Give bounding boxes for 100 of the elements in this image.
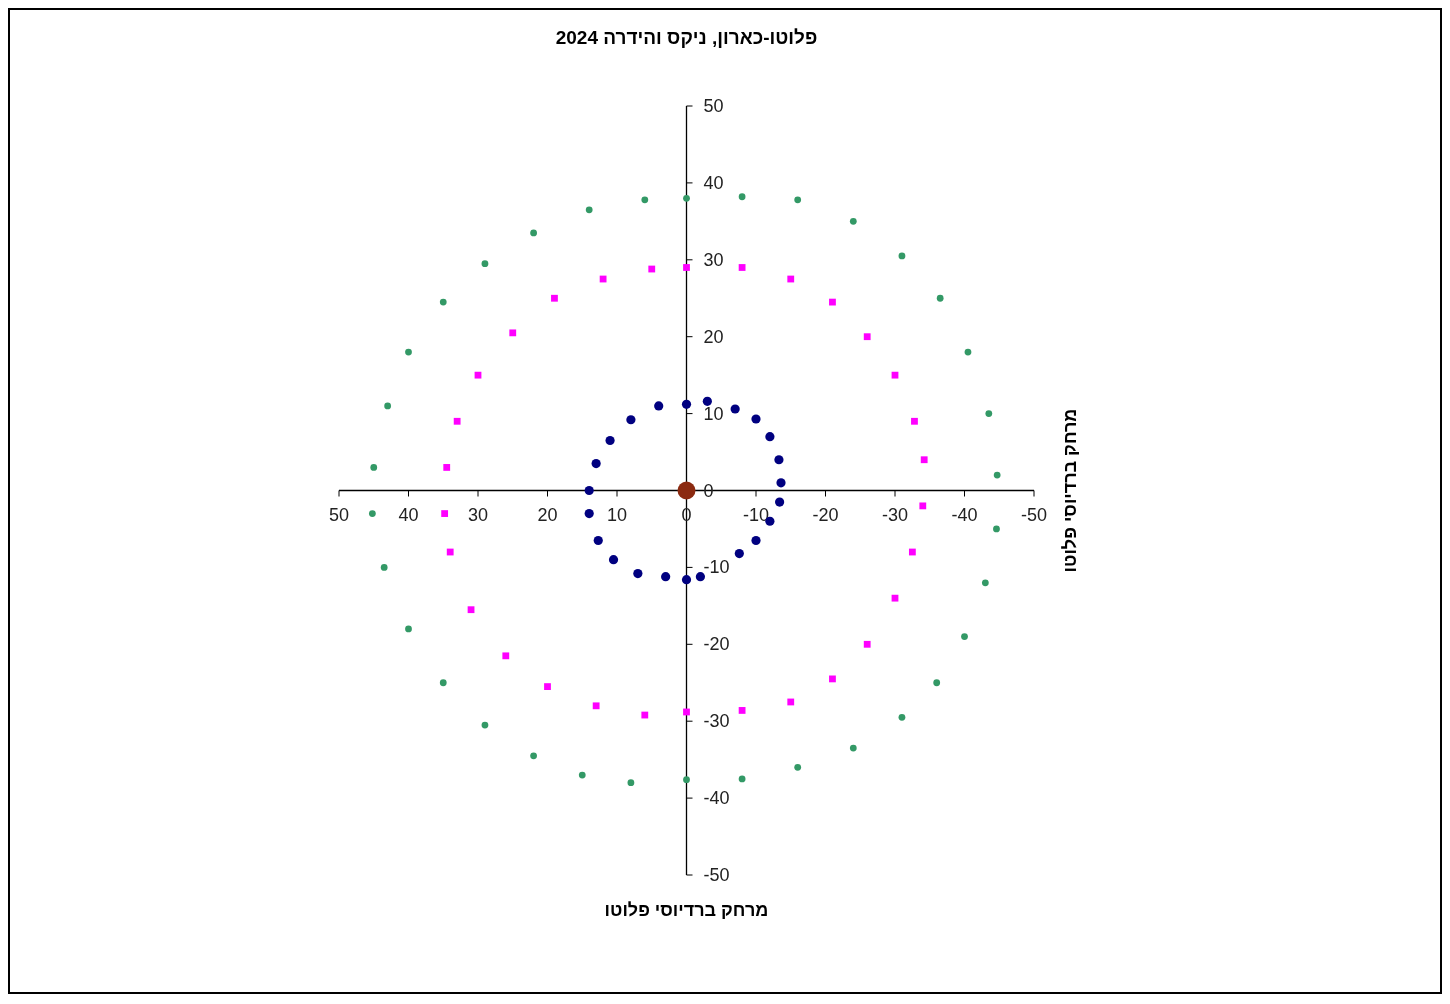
x-tick-label: -40 [951,504,978,525]
point [530,752,537,760]
x-tick-label: -30 [881,504,909,525]
point [738,707,746,714]
point [593,535,603,546]
point [751,414,761,424]
point [919,502,927,510]
point [370,464,378,471]
y-tick-label: 50 [703,96,724,116]
point [584,485,594,496]
y-axis-title: מרחק ברדיוסי פלוטו [1060,408,1080,573]
point [829,675,836,683]
point [551,294,558,302]
point [608,555,619,565]
x-tick-label: 10 [606,504,628,525]
point [481,260,489,268]
point [481,721,489,729]
point [898,252,906,260]
x-tick-label: -20 [812,504,839,525]
point [439,679,447,687]
x-tick-label: -50 [1020,504,1048,525]
y-tick-label: -30 [703,711,730,732]
point [681,399,692,409]
point [627,779,635,787]
point [585,206,593,214]
point [509,329,517,337]
point [368,510,376,517]
point [738,775,746,783]
y-tick-label: -40 [703,788,730,809]
point [441,510,449,517]
y-tick-label: -20 [703,634,730,655]
point [774,455,784,465]
point [641,196,649,204]
point [683,264,690,271]
point [936,294,944,302]
x-tick-label: 50 [328,504,350,525]
point [985,410,993,417]
point [794,763,802,771]
point [446,548,454,556]
point [738,193,746,201]
point [605,435,615,446]
point [920,456,928,464]
y-tick-label: 20 [703,326,724,347]
point [405,625,412,633]
x-axis-title: מרחק ברדיוסי פלוטו [604,900,769,920]
point [502,652,510,660]
point [633,568,643,579]
y-tick-label: 10 [703,403,724,424]
point [683,194,690,202]
point [787,275,795,283]
point [898,713,906,721]
point [863,333,871,341]
y-tick-label: -10 [703,557,730,578]
point [641,711,649,719]
point [993,471,1001,479]
point [592,702,600,710]
point [681,575,692,585]
point [695,572,705,582]
point [591,458,601,469]
point [439,298,447,306]
point [702,396,712,406]
y-tick-label: -50 [703,865,730,885]
point [911,417,918,425]
x-tick-label: -10 [742,504,770,525]
point [384,402,392,410]
point [677,481,696,500]
point [648,265,656,273]
point [584,508,594,519]
x-tick-label: 20 [537,504,558,525]
point [578,771,586,779]
x-tick-label: 40 [398,504,419,525]
point [751,535,761,546]
point [443,464,451,471]
point [544,683,551,690]
point [765,432,775,442]
point [787,698,795,706]
point [474,371,482,379]
point [734,548,744,559]
y-tick-label: 30 [703,249,724,270]
point [467,606,475,614]
point [654,401,664,411]
point [453,417,461,425]
point [626,415,636,425]
point [683,776,690,784]
y-tick-label: 40 [703,172,724,193]
chart-title: פלוטו-כארון, ניקס והידרה 2024 [555,27,818,48]
point [964,348,972,356]
point [405,348,412,356]
point [661,572,671,582]
point [961,633,968,641]
point [849,217,857,225]
point [683,708,690,716]
point [891,371,899,379]
x-tick-label: 30 [467,504,489,525]
point [863,640,871,648]
point [380,564,388,571]
point [794,196,802,204]
point [849,744,857,752]
point [908,548,916,556]
point [599,275,607,283]
